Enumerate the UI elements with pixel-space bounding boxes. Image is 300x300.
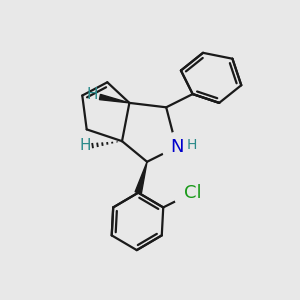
Text: H: H <box>87 87 98 102</box>
Polygon shape <box>99 94 129 103</box>
Polygon shape <box>135 162 147 194</box>
Text: H: H <box>187 138 197 152</box>
Text: H: H <box>80 138 91 153</box>
Text: Cl: Cl <box>184 184 202 202</box>
Text: N: N <box>170 138 183 156</box>
